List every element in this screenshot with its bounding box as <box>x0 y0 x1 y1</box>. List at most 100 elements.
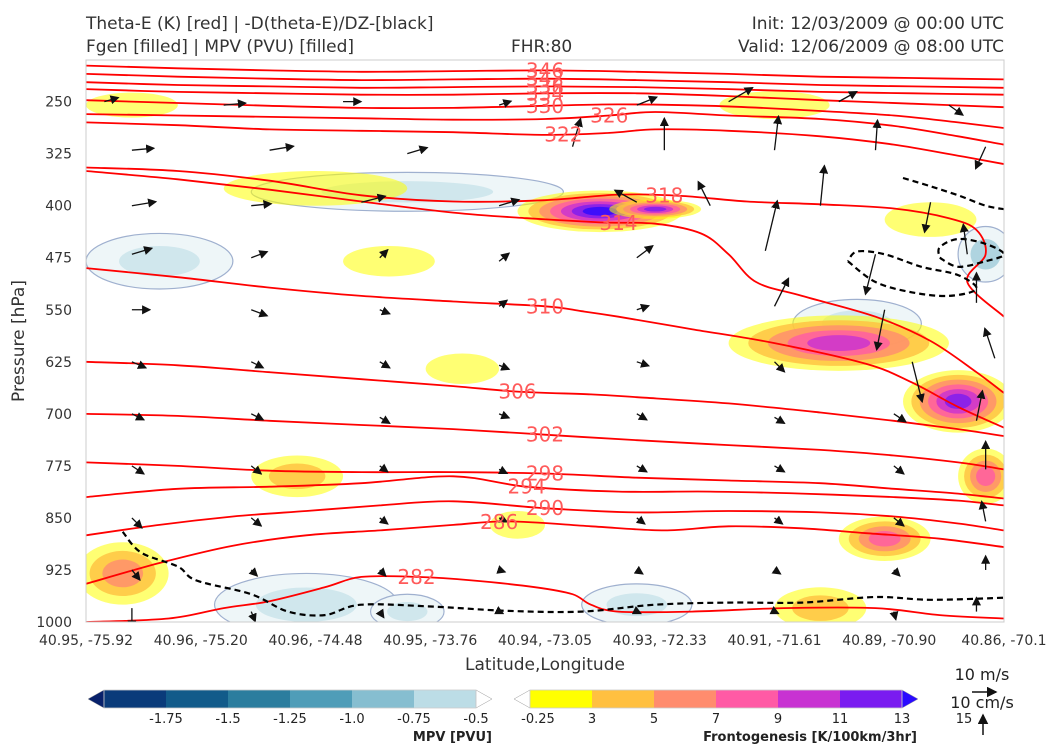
theta-e-contour-294 <box>86 475 1004 507</box>
wind-vector <box>498 514 509 523</box>
colorbar-mpv-label: -1.25 <box>273 712 307 727</box>
colorbar-mpv-swatch <box>166 690 228 708</box>
wind-vector <box>633 565 644 575</box>
y-tick-label: 325 <box>45 147 72 163</box>
wind-vector <box>378 515 389 525</box>
theta-e-contour-290 <box>86 500 1004 537</box>
colorbar-mpv-label: -0.75 <box>397 712 431 727</box>
valid-time: Valid: 12/06/2009 @ 08:00 UTC <box>738 37 1004 57</box>
wind-vector <box>613 189 638 203</box>
colorbar-fgen-label: 3 <box>588 712 596 727</box>
wind-vector <box>773 114 783 151</box>
wind-vector <box>571 117 583 147</box>
y-tick-labels: 250 325 400 475 550 625 700 775 850 925 1000 <box>36 95 72 631</box>
colorbar-fgen-label: 11 <box>832 712 849 727</box>
theta-e-label: 342 <box>526 67 564 91</box>
theta-e-label: 302 <box>526 423 564 447</box>
colorbar-fgen-swatch <box>654 690 716 708</box>
mpv-core <box>606 593 668 617</box>
theta-e-label: 330 <box>526 94 564 118</box>
colorbar-mpv-swatch <box>414 690 476 708</box>
wind-vector <box>407 145 429 155</box>
colorbar-fgen-swatch <box>840 690 902 708</box>
wind-vector <box>911 361 925 404</box>
x-tick-label: 40.95, -75.92 <box>39 633 133 649</box>
theta-e-contour-334 <box>86 88 1004 109</box>
init-time: Init: 12/03/2009 @ 00:00 UTC <box>751 14 1004 34</box>
x-axis-label: Latitude,Longitude <box>465 655 625 675</box>
wind-vector <box>251 308 269 318</box>
y-tick-label: 550 <box>45 303 72 319</box>
wind-vector <box>248 567 259 577</box>
wind-vector <box>697 180 711 206</box>
wind-vector <box>494 606 505 615</box>
wind-vector <box>375 608 385 619</box>
theta-e-contour-282 <box>86 575 1004 622</box>
wind-vector <box>269 142 295 152</box>
wind-vector <box>250 360 265 369</box>
theta-e-label: 306 <box>498 380 536 404</box>
theta-e-label: 314 <box>599 211 637 235</box>
wind-vector <box>773 277 790 307</box>
plot-frame <box>85 59 1005 623</box>
theta-e-contour-306 <box>86 360 1004 437</box>
wind-vector <box>819 164 829 206</box>
stability-contour <box>902 176 1004 211</box>
wind-vector <box>379 248 389 259</box>
wind-vector <box>379 306 391 316</box>
wind-vector <box>131 517 143 529</box>
wind-vector <box>251 199 273 210</box>
theta-e-label: 346 <box>526 58 564 82</box>
wind-vector <box>498 299 509 309</box>
wind-vector <box>769 606 780 615</box>
theta-e-contour-330 <box>86 99 1004 129</box>
wind-vector <box>377 567 387 577</box>
y-tick-label: 925 <box>45 563 72 579</box>
wind-vector <box>498 197 521 207</box>
colorbar-mpv-label: -1.5 <box>215 712 240 727</box>
theta-e-contour-286 <box>86 520 1004 585</box>
wind-vector <box>771 565 782 575</box>
wind-vector <box>496 565 507 574</box>
theta-e-label: 286 <box>480 510 518 534</box>
colorbar-fgen-label: 15 <box>956 712 973 727</box>
theta-e-label: 334 <box>526 81 564 105</box>
x-tick-label: 40.91, -71.61 <box>727 633 821 649</box>
frontogenesis-region <box>425 353 500 385</box>
wind-vector <box>131 246 154 255</box>
wind-vector-layer <box>104 86 996 622</box>
wind-vector <box>959 222 969 255</box>
forecast-hour: FHR:80 <box>511 37 573 57</box>
y-tick-label: 475 <box>45 251 72 267</box>
wind-vector <box>975 389 986 421</box>
wind-vector <box>131 360 148 369</box>
wind-vector <box>131 569 141 581</box>
contour-label-layer: 2822862902942983023063103143183223263303… <box>397 58 683 589</box>
colorbar-mpv-swatch <box>228 690 290 708</box>
wind-vector <box>636 463 648 473</box>
y-tick-label: 850 <box>45 511 72 527</box>
wind-vector <box>889 610 899 621</box>
wind-vector <box>636 95 659 106</box>
wind-vector <box>982 327 996 359</box>
wind-vector <box>379 359 391 369</box>
colorbar-mpv-title: MPV [PVU] <box>413 730 492 745</box>
wind-vector <box>873 309 886 352</box>
colorbar-mpv-label: -1.75 <box>149 712 183 727</box>
theta-e-contour-310 <box>86 267 1004 429</box>
mpv-core <box>119 245 200 277</box>
theta-e-label: 322 <box>544 122 582 146</box>
wind-vector <box>635 515 646 525</box>
x-tick-labels: 40.95, -75.92 40.96, -75.20 40.96, -74.48 4… <box>39 633 1047 649</box>
wind-vector <box>250 517 263 527</box>
frontogenesis-region <box>807 335 871 352</box>
frontogenesis-region <box>582 206 618 216</box>
y-tick-label: 625 <box>45 355 72 371</box>
colorbar-fgen-label: 9 <box>774 712 782 727</box>
wind-vector <box>774 415 786 424</box>
wind-vector <box>498 99 513 108</box>
wind-vector <box>838 90 858 103</box>
wind-vector <box>131 465 145 475</box>
theta-e-contour-314 <box>86 170 1004 394</box>
theta-e-label: 338 <box>526 74 564 98</box>
